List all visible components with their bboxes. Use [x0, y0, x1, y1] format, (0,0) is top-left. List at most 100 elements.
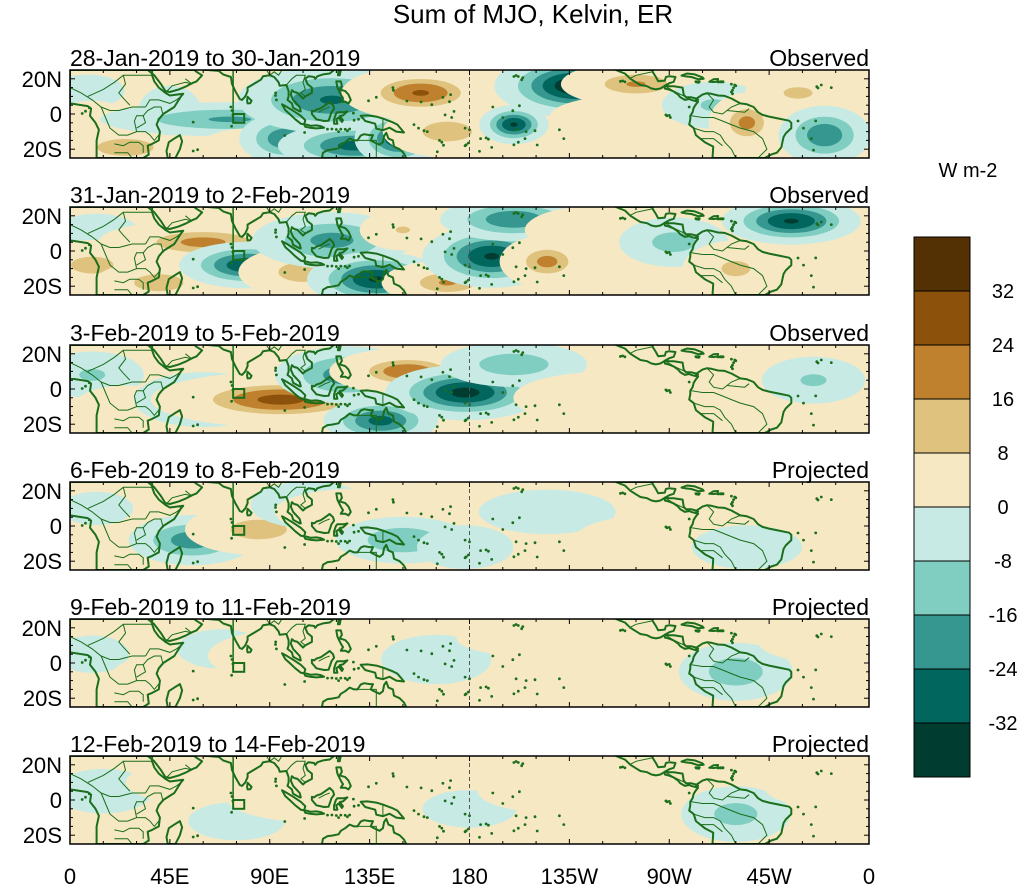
island-dot: [422, 678, 426, 682]
colorbar-box: [913, 344, 971, 400]
island-dot: [275, 373, 278, 377]
island-dot: [392, 500, 395, 504]
island-dot: [514, 211, 518, 214]
island-dot: [326, 676, 329, 680]
island-dot: [512, 212, 516, 215]
island-dot: [621, 79, 624, 83]
anomaly-10: [758, 622, 869, 662]
island-dot: [829, 361, 833, 364]
island-dot: [412, 123, 416, 126]
island-dot: [512, 418, 516, 422]
island-dot: [716, 629, 720, 633]
island-dot: [479, 823, 482, 826]
island-dot: [730, 631, 733, 635]
island-dot: [191, 424, 195, 428]
island-dot: [274, 640, 278, 644]
island-dot: [391, 86, 395, 89]
coastline: [310, 376, 336, 397]
x-tick-label: 135E: [344, 864, 395, 889]
island-dot: [191, 561, 195, 565]
y-tick-label: 20N: [22, 342, 62, 367]
island-dot: [621, 354, 624, 358]
coastline: [246, 507, 253, 517]
island-dot: [535, 692, 539, 696]
border-line: [286, 760, 306, 783]
island-dot: [419, 375, 423, 379]
island-dot: [430, 103, 434, 107]
border-line: [664, 634, 686, 646]
island-dot: [802, 126, 805, 130]
island-dot: [814, 119, 818, 123]
border-line: [629, 208, 653, 217]
colorbar-box: [913, 290, 971, 346]
island-dot: [796, 668, 800, 672]
island-dot: [274, 91, 278, 95]
border-line: [629, 483, 653, 492]
island-dot: [191, 669, 195, 673]
coastline: [615, 70, 677, 91]
anomaly-8: [416, 525, 514, 569]
island-dot: [487, 137, 490, 141]
border-line: [149, 820, 160, 828]
island-dot: [520, 215, 524, 219]
border-line: [118, 212, 131, 243]
border-line: [693, 676, 737, 707]
island-dot: [512, 280, 516, 284]
border-line: [700, 824, 723, 833]
contour-band: [800, 374, 827, 387]
island-dot: [733, 495, 737, 499]
border-line: [70, 362, 146, 386]
coastline: [202, 345, 336, 388]
island-dot: [732, 498, 735, 501]
island-dot: [687, 380, 691, 384]
island-dot: [346, 404, 349, 408]
island-dot: [191, 806, 195, 810]
y-tick-label: 20N: [22, 616, 62, 641]
region-box: [232, 525, 246, 536]
island-dot: [512, 350, 516, 353]
island-dot: [511, 658, 515, 662]
island-dot: [516, 140, 520, 144]
border-line: [70, 636, 146, 660]
island-dot: [512, 624, 516, 627]
island-dot: [464, 692, 468, 696]
border-line: [691, 390, 768, 433]
border-line: [149, 134, 160, 142]
island-dot: [501, 391, 505, 394]
island-dot: [449, 642, 452, 645]
island-dot: [814, 256, 818, 260]
coastline: [708, 215, 720, 220]
contour-band: [339, 758, 458, 800]
island-dot: [812, 697, 815, 701]
region-box: [232, 388, 246, 399]
island-dot: [819, 83, 823, 87]
island-dot: [196, 285, 200, 289]
island-dot: [463, 401, 467, 405]
island-dot: [357, 803, 360, 807]
island-dot: [667, 389, 671, 392]
island-dot: [511, 795, 515, 799]
island-dot: [367, 99, 370, 103]
island-dot: [478, 149, 481, 153]
border-line: [706, 229, 741, 252]
border-line: [145, 508, 182, 520]
island-dot: [367, 785, 370, 789]
coastlines: [70, 207, 793, 295]
island-dot: [391, 498, 395, 501]
border-line: [87, 349, 153, 372]
island-dot: [802, 675, 805, 679]
island-dot: [733, 220, 737, 224]
y-tick-label: 20N: [22, 67, 62, 92]
island-dot: [230, 810, 234, 814]
border-line: [114, 553, 144, 565]
island-dot: [464, 418, 468, 422]
island-dot: [814, 394, 818, 398]
island-dot: [816, 361, 820, 365]
island-dot: [809, 823, 813, 826]
border-line: [691, 252, 768, 295]
island-dot: [438, 825, 441, 828]
island-dot: [334, 540, 338, 543]
coastline: [303, 123, 326, 130]
island-dot: [730, 82, 733, 86]
island-dot: [501, 528, 505, 531]
